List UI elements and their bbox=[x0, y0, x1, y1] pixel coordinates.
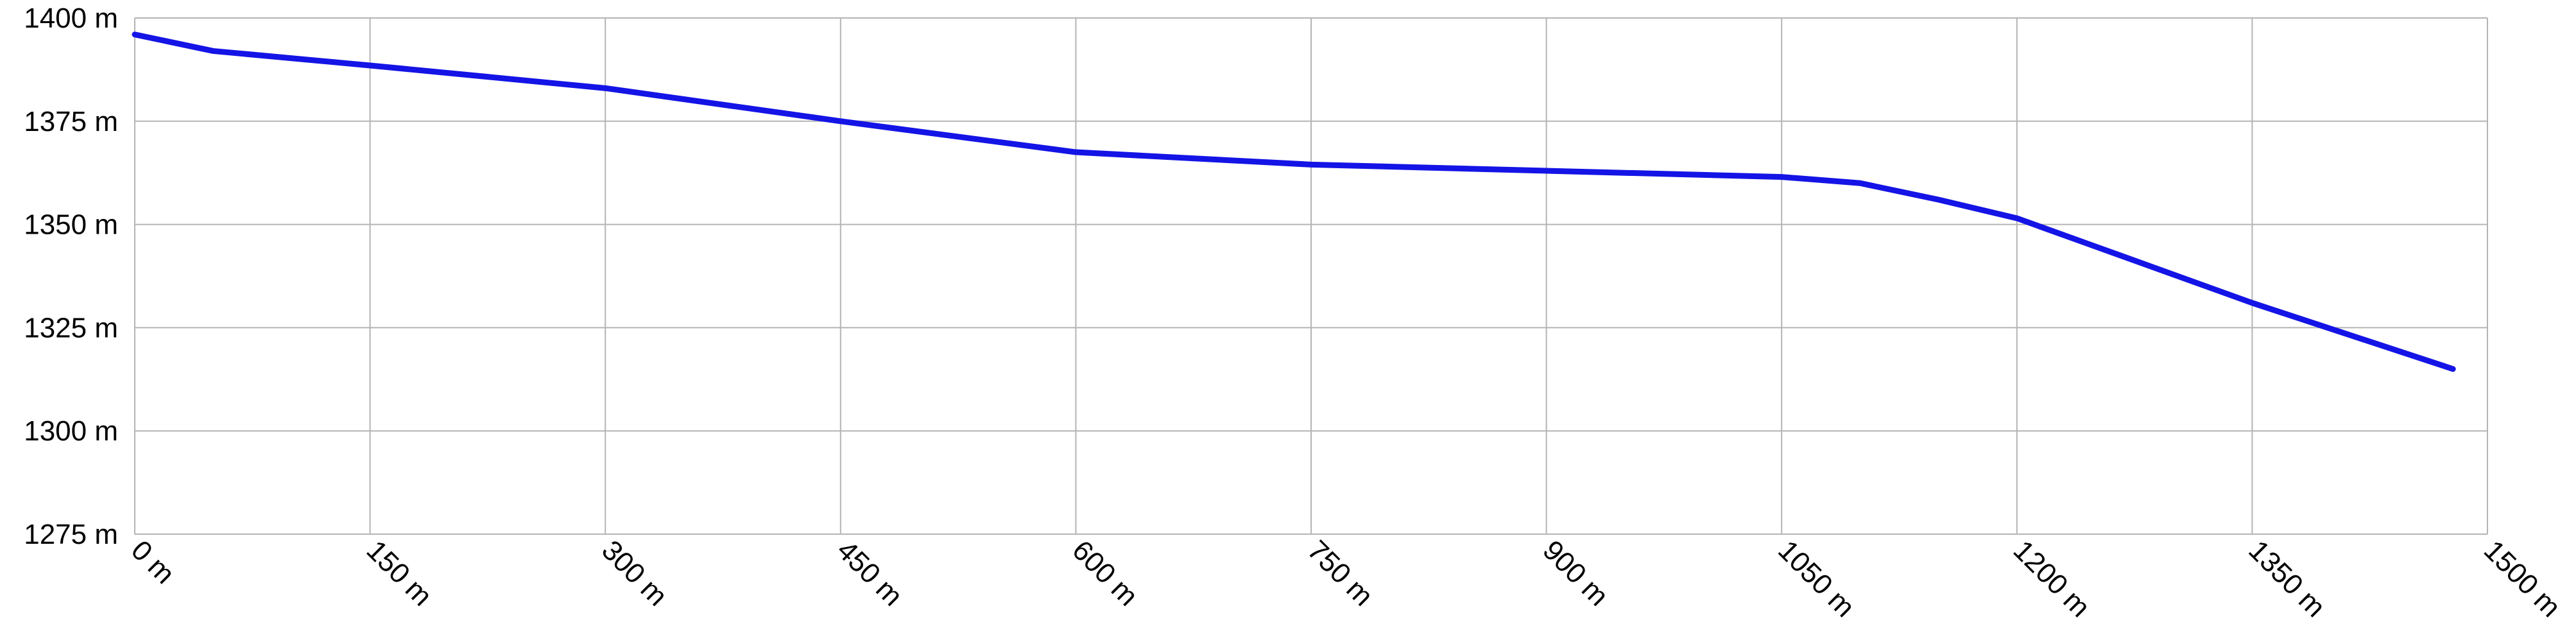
y-tick-label: 1275 m bbox=[24, 519, 118, 550]
x-tick-label: 750 m bbox=[1301, 534, 1379, 612]
y-tick-label: 1325 m bbox=[24, 312, 118, 343]
x-tick-label: 1200 m bbox=[2007, 534, 2096, 623]
x-tick-label: 450 m bbox=[831, 534, 909, 612]
x-tick-label: 1050 m bbox=[1772, 534, 1860, 623]
x-tick-label: 1350 m bbox=[2242, 534, 2331, 623]
y-tick-label: 1350 m bbox=[24, 209, 118, 241]
x-tick-label: 300 m bbox=[596, 534, 673, 612]
x-tick-label: 600 m bbox=[1066, 534, 1144, 612]
x-tick-label: 150 m bbox=[361, 534, 438, 612]
y-tick-label: 1300 m bbox=[24, 415, 118, 447]
y-tick-label: 1375 m bbox=[24, 106, 118, 137]
x-tick-label: 1500 m bbox=[2478, 534, 2566, 623]
elevation-line bbox=[132, 31, 2456, 372]
x-tick-label: 0 m bbox=[125, 534, 181, 590]
x-tick-label: 900 m bbox=[1537, 534, 1615, 612]
y-tick-label: 1400 m bbox=[24, 3, 118, 34]
